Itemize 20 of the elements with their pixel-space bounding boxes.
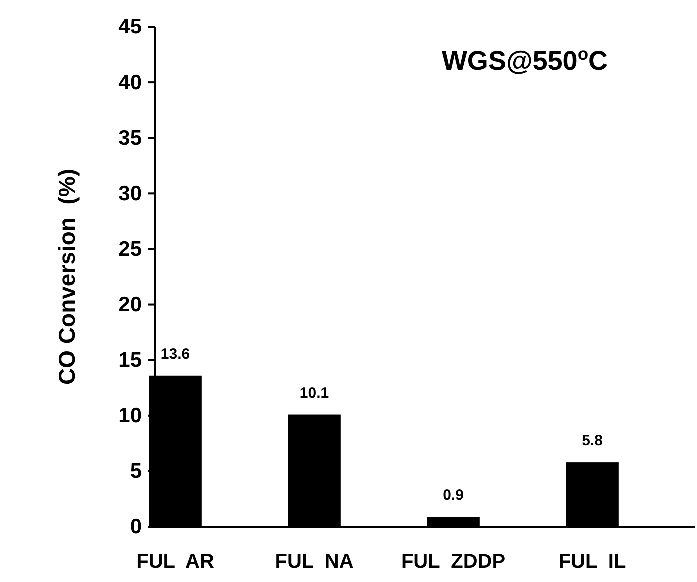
text: WGS@550$^{o}$C [442,44,608,76]
data-label: 10.1 [300,384,330,402]
x-tick-label: FUL IL [558,551,626,573]
y-tick-label: 40 [118,71,142,94]
data-label: 0.9 [443,487,464,504]
x-tick-label: FUL NA [275,551,354,573]
y-tick-label: 45 [118,16,142,39]
data-label: 13.6 [160,346,190,363]
y-axis-title: CO Conversion (%) [54,169,80,385]
y-tick-label: 0 [130,516,142,539]
y-tick-label: 10 [118,404,142,428]
y-tick-label: 30 [118,182,142,206]
y-tick-label: 35 [118,126,142,150]
data-label: 5.8 [582,432,603,450]
x-tick-label: FUL AR [136,551,215,573]
y-tick-label: 15 [118,349,142,372]
x-tick-label: FUL ZDDP [401,551,506,573]
y-tick-label: 5 [130,460,142,484]
y-tick-label: 20 [118,294,142,316]
y-tick-label: 25 [118,238,142,261]
